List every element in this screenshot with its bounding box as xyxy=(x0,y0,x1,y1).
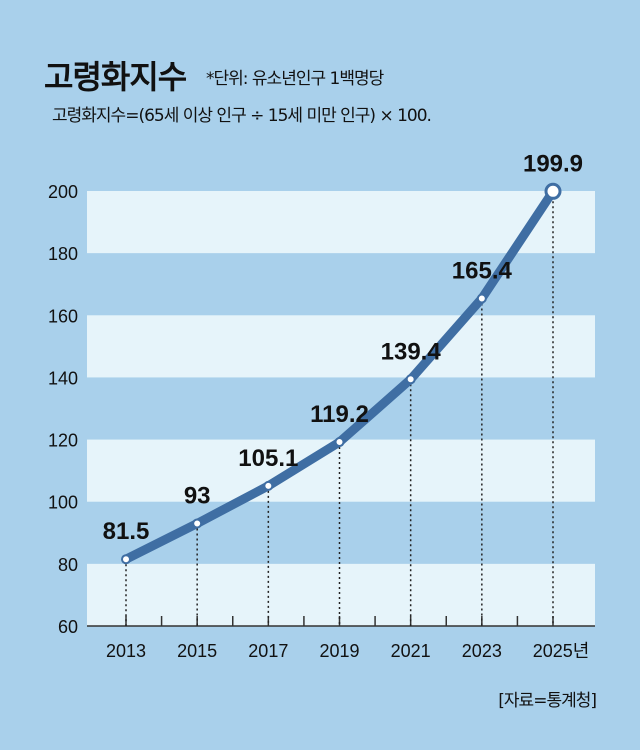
data-label: 139.4 xyxy=(381,338,442,365)
data-point xyxy=(192,518,203,529)
data-label: 119.2 xyxy=(310,401,369,428)
source-note: [자료=통계청] xyxy=(498,691,597,711)
grid-band xyxy=(87,191,595,254)
x-tick-label: 2023 xyxy=(462,641,502,661)
grid-band xyxy=(87,439,595,502)
y-tick-label: 80 xyxy=(58,555,78,575)
chart-title: 고령화지수 xyxy=(44,58,187,96)
x-tick-label: 2019 xyxy=(319,641,359,661)
unit-note: *단위: 유소년인구 1백명당 xyxy=(206,69,384,89)
data-point xyxy=(121,554,131,565)
data-point xyxy=(544,182,562,200)
y-tick-label: 100 xyxy=(48,493,78,513)
grid-band xyxy=(87,563,595,626)
data-point xyxy=(476,293,487,304)
x-tick-label: 2025년 xyxy=(533,641,590,661)
x-tick-label: 2013 xyxy=(106,641,146,661)
y-tick-label: 160 xyxy=(48,306,78,326)
y-tick-label: 180 xyxy=(48,244,78,264)
data-label: 199.9 xyxy=(523,150,583,177)
data-point xyxy=(405,374,416,385)
data-label: 165.4 xyxy=(452,258,513,285)
y-tick-label: 60 xyxy=(58,617,78,637)
y-tick-label: 140 xyxy=(48,368,78,388)
y-tick-label: 200 xyxy=(48,182,78,202)
data-point xyxy=(334,437,345,448)
y-tick-label: 120 xyxy=(48,431,78,451)
data-label: 93 xyxy=(184,482,211,509)
data-label: 81.5 xyxy=(103,518,150,545)
data-point xyxy=(263,480,274,491)
data-label: 105.1 xyxy=(238,445,298,472)
grid-band xyxy=(87,315,595,378)
x-tick-label: 2021 xyxy=(391,641,431,661)
x-tick-label: 2017 xyxy=(248,641,288,661)
x-tick-label: 2015 xyxy=(177,641,217,661)
formula-note: 고령화지수=(65세 이상 인구 ÷ 15세 미만 인구) × 100. xyxy=(52,106,432,126)
